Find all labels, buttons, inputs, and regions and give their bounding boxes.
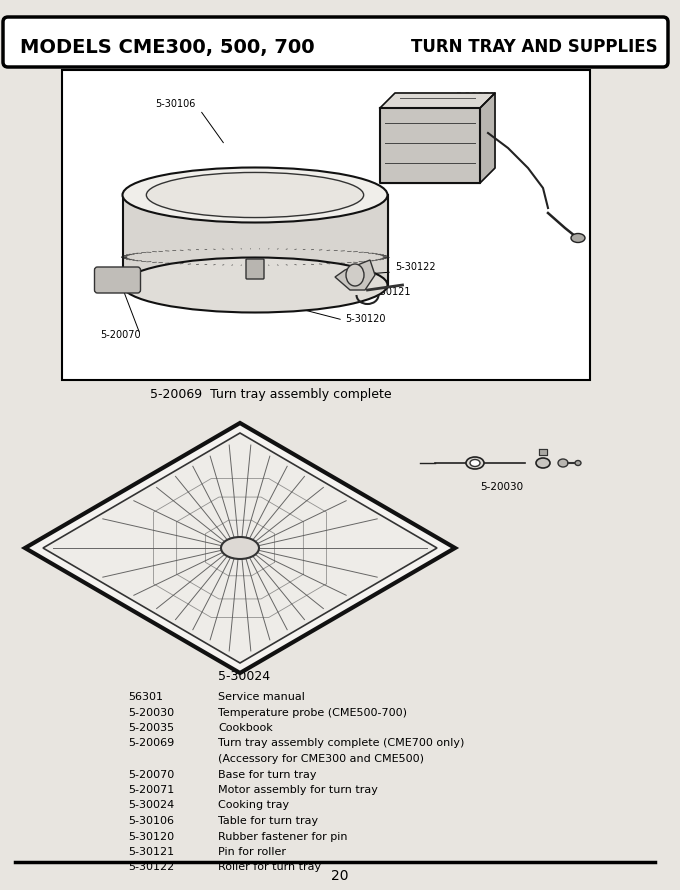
Text: Temperature probe (CME500-700): Temperature probe (CME500-700) [218,708,407,717]
Ellipse shape [575,460,581,465]
Polygon shape [380,93,495,108]
Text: Rubber fastener for pin: Rubber fastener for pin [218,831,347,842]
Text: TURN TRAY AND SUPPLIES: TURN TRAY AND SUPPLIES [411,38,658,56]
Text: Cooking tray: Cooking tray [218,800,289,811]
Ellipse shape [346,264,364,286]
Text: 5-20030: 5-20030 [480,482,523,492]
Text: 5-30122: 5-30122 [128,862,174,872]
Text: 5-20069: 5-20069 [128,739,174,748]
Text: 5-30024: 5-30024 [128,800,174,811]
Text: 5-20030: 5-20030 [128,708,174,717]
Polygon shape [539,449,547,455]
Text: 5-20069  Turn tray assembly complete: 5-20069 Turn tray assembly complete [150,388,392,401]
Text: 5-20035: 5-20035 [128,723,174,733]
FancyBboxPatch shape [3,17,668,67]
Text: Base for turn tray: Base for turn tray [218,770,316,780]
Ellipse shape [122,257,388,312]
Text: Table for turn tray: Table for turn tray [218,816,318,826]
Text: Motor assembly for turn tray: Motor assembly for turn tray [218,785,378,795]
Text: MODELS CME300, 500, 700: MODELS CME300, 500, 700 [20,37,315,56]
Text: 5-30106: 5-30106 [128,816,174,826]
Text: Cookbook: Cookbook [218,723,273,733]
Ellipse shape [146,173,364,217]
Text: 5-20070: 5-20070 [128,770,174,780]
Bar [62,70,590,380]
Text: 5-20070: 5-20070 [100,330,141,340]
Text: 5-30122: 5-30122 [395,262,436,272]
FancyBboxPatch shape [246,259,264,279]
Text: 5-30121: 5-30121 [370,287,411,297]
Ellipse shape [221,537,259,559]
Ellipse shape [558,459,568,467]
Text: 5-30106: 5-30106 [155,99,195,109]
Text: 5-30121: 5-30121 [128,847,174,857]
Text: Service manual: Service manual [218,692,305,702]
Text: Roller for turn tray: Roller for turn tray [218,862,321,872]
Text: 5-30120: 5-30120 [345,314,386,324]
Ellipse shape [122,167,388,222]
Polygon shape [43,433,437,663]
Ellipse shape [466,457,484,469]
Text: 5-30120: 5-30120 [128,831,174,842]
Text: 5-20071: 5-20071 [128,785,174,795]
Polygon shape [335,260,375,290]
Text: (Accessory for CME300 and CME500): (Accessory for CME300 and CME500) [218,754,424,764]
Text: Pin for roller: Pin for roller [218,847,286,857]
Text: 20: 20 [331,869,349,883]
Polygon shape [380,108,480,183]
Text: 5-30024: 5-30024 [218,670,270,683]
Ellipse shape [470,459,480,466]
Ellipse shape [571,233,585,242]
Polygon shape [25,423,455,673]
Text: Turn tray assembly complete (CME700 only): Turn tray assembly complete (CME700 only… [218,739,464,748]
FancyBboxPatch shape [95,267,141,293]
Polygon shape [122,195,388,285]
Polygon shape [480,93,495,183]
Text: 56301: 56301 [128,692,163,702]
Ellipse shape [536,458,550,468]
Text: 5-20071: 5-20071 [455,92,496,102]
